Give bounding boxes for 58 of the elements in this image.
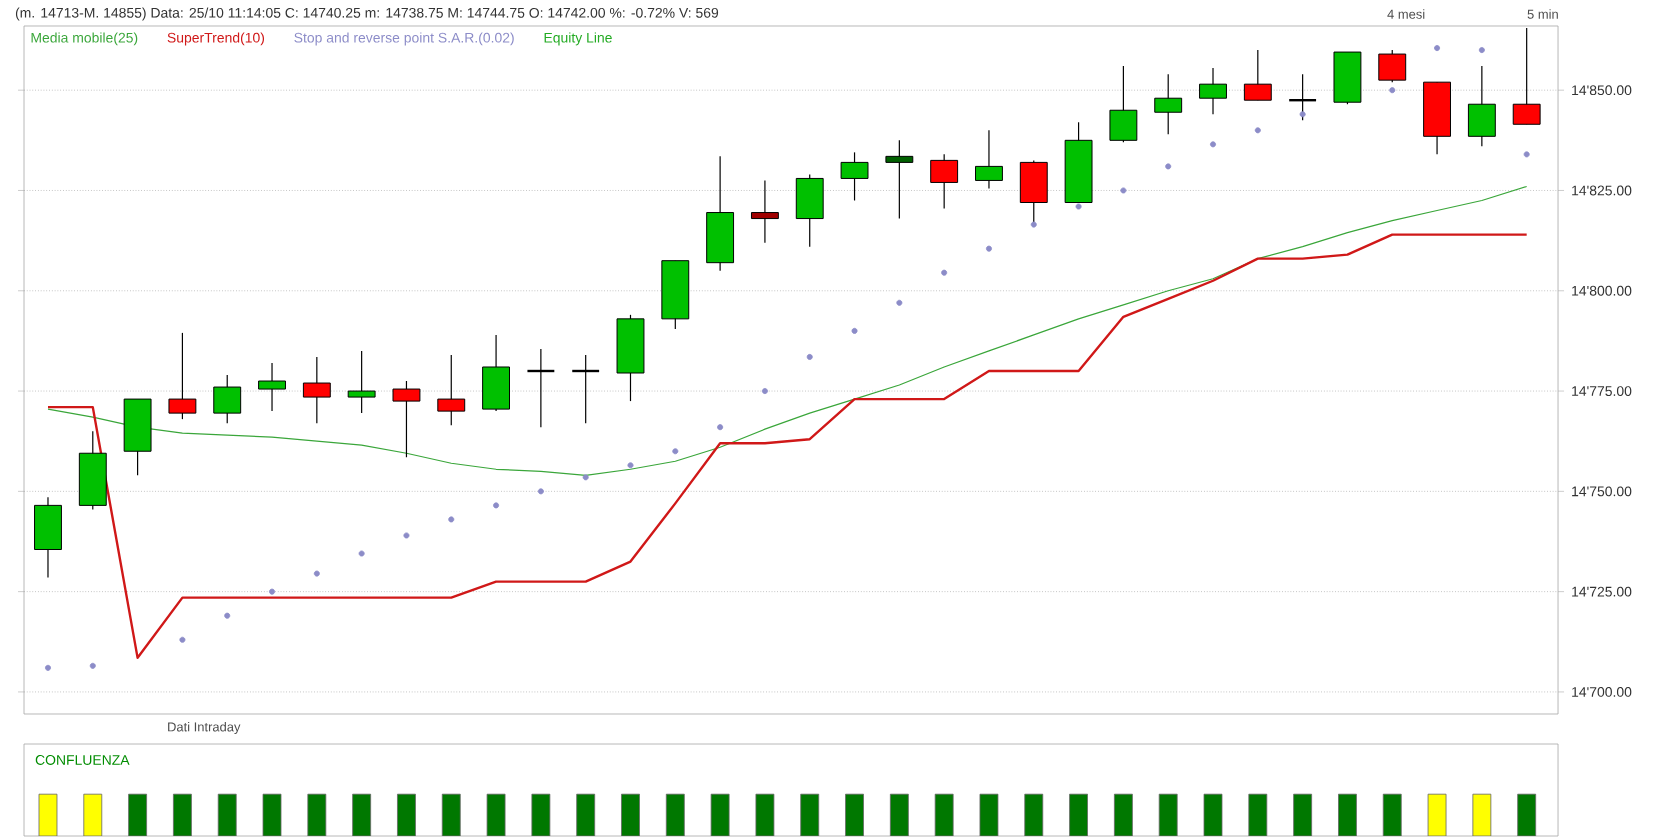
candlestick [213, 374, 242, 424]
point [1523, 151, 1530, 158]
point [179, 636, 186, 643]
candlestick [347, 350, 376, 414]
point [358, 550, 365, 557]
candlestick [302, 356, 331, 424]
point [44, 664, 51, 671]
point [672, 448, 679, 455]
point [941, 269, 948, 276]
candlestick [750, 179, 779, 244]
candlestick [1287, 73, 1318, 121]
candlestick [526, 348, 556, 428]
candlestick [885, 139, 914, 220]
point [448, 516, 455, 523]
candlestick [1109, 65, 1138, 143]
candlestick [34, 496, 62, 579]
point [582, 474, 589, 481]
candlestick [930, 153, 959, 210]
point [1254, 127, 1261, 134]
candlestick [168, 332, 197, 420]
point [1120, 187, 1127, 194]
point [1299, 111, 1306, 118]
point [493, 502, 500, 509]
point [1210, 141, 1216, 148]
candlestick [258, 362, 286, 412]
point [537, 488, 544, 495]
candlestick [1243, 49, 1272, 101]
point [985, 245, 992, 252]
point [1434, 45, 1441, 52]
point [896, 299, 903, 306]
point [1389, 87, 1396, 94]
point [89, 662, 96, 669]
point [806, 353, 813, 360]
point [851, 327, 858, 334]
candlestick [482, 334, 511, 412]
candlestick [1019, 159, 1048, 224]
point [1165, 163, 1172, 170]
point [403, 532, 410, 539]
candlestick [795, 173, 824, 248]
candlestick [1512, 27, 1541, 125]
candlestick [1199, 67, 1227, 115]
candlestick [392, 380, 421, 458]
point [224, 612, 231, 619]
point [313, 570, 320, 577]
candlestick [1467, 65, 1496, 147]
point [1030, 221, 1037, 228]
point [761, 388, 768, 395]
point [627, 462, 634, 469]
point [269, 588, 276, 595]
candlestick [975, 129, 1003, 190]
point [1478, 47, 1485, 54]
candlestick [1154, 73, 1183, 135]
point [1075, 203, 1082, 210]
candlestick [1378, 49, 1407, 83]
candlestick [571, 354, 601, 424]
candlestick [437, 354, 466, 426]
point [717, 424, 724, 431]
candlestick [840, 151, 869, 202]
